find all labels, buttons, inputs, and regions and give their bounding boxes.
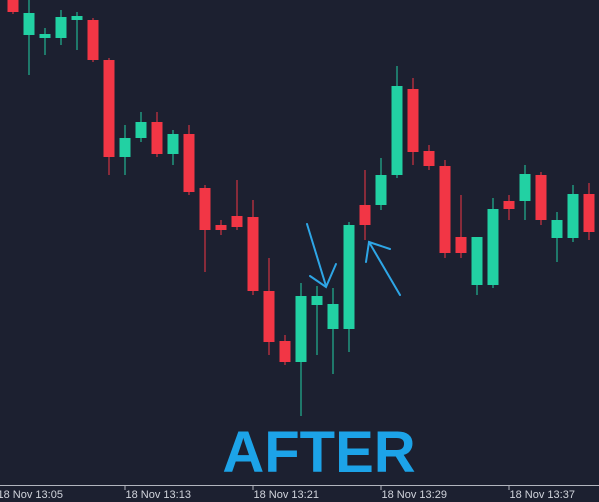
candle-body [231, 216, 243, 227]
candle-body [87, 20, 99, 60]
arrow-head [309, 263, 337, 289]
arrows [306, 223, 401, 296]
candle-body [215, 225, 227, 230]
candle-body [71, 16, 83, 20]
candle-body [151, 122, 163, 154]
candle-body [311, 296, 323, 305]
x-tick-label: 18 Nov 13:05 [0, 489, 63, 501]
candle-body [375, 175, 387, 205]
arrow-head [365, 240, 391, 263]
candle-body [551, 220, 563, 238]
candle-body [55, 17, 67, 38]
candle-body [103, 60, 115, 157]
candle-body [119, 138, 131, 157]
candle-body [455, 237, 467, 253]
candle-body [183, 134, 195, 192]
annotation: AFTER [222, 420, 415, 485]
candle-body [359, 205, 371, 225]
x-tick-label: 18 Nov 13:21 [254, 489, 319, 501]
x-tick-label: 18 Nov 13:37 [510, 489, 575, 501]
candle-body [135, 122, 147, 138]
candle-body [199, 188, 211, 230]
candle-body [487, 209, 499, 285]
candle-body [423, 151, 435, 166]
candle-body [343, 225, 355, 329]
candle-body [247, 217, 259, 291]
candle-body [7, 0, 19, 12]
candle-body [583, 194, 595, 232]
candle-body [519, 174, 531, 201]
candle-body [391, 86, 403, 175]
candle-body [167, 134, 179, 154]
candle-body [23, 13, 35, 35]
candle-body [279, 341, 291, 362]
x-tick-label: 18 Nov 13:29 [382, 489, 447, 501]
candle-body [327, 304, 339, 329]
candle-body [503, 201, 515, 209]
candle-body [439, 166, 451, 253]
x-tick-label: 18 Nov 13:13 [126, 489, 191, 501]
candle-body [39, 34, 51, 38]
candle-body [295, 296, 307, 362]
candle-body [535, 175, 547, 220]
candle-body [567, 194, 579, 238]
candle-body [471, 237, 483, 285]
candle-body [407, 89, 419, 152]
arrow [368, 241, 401, 296]
candle-body [263, 291, 275, 342]
arrow [306, 223, 327, 287]
